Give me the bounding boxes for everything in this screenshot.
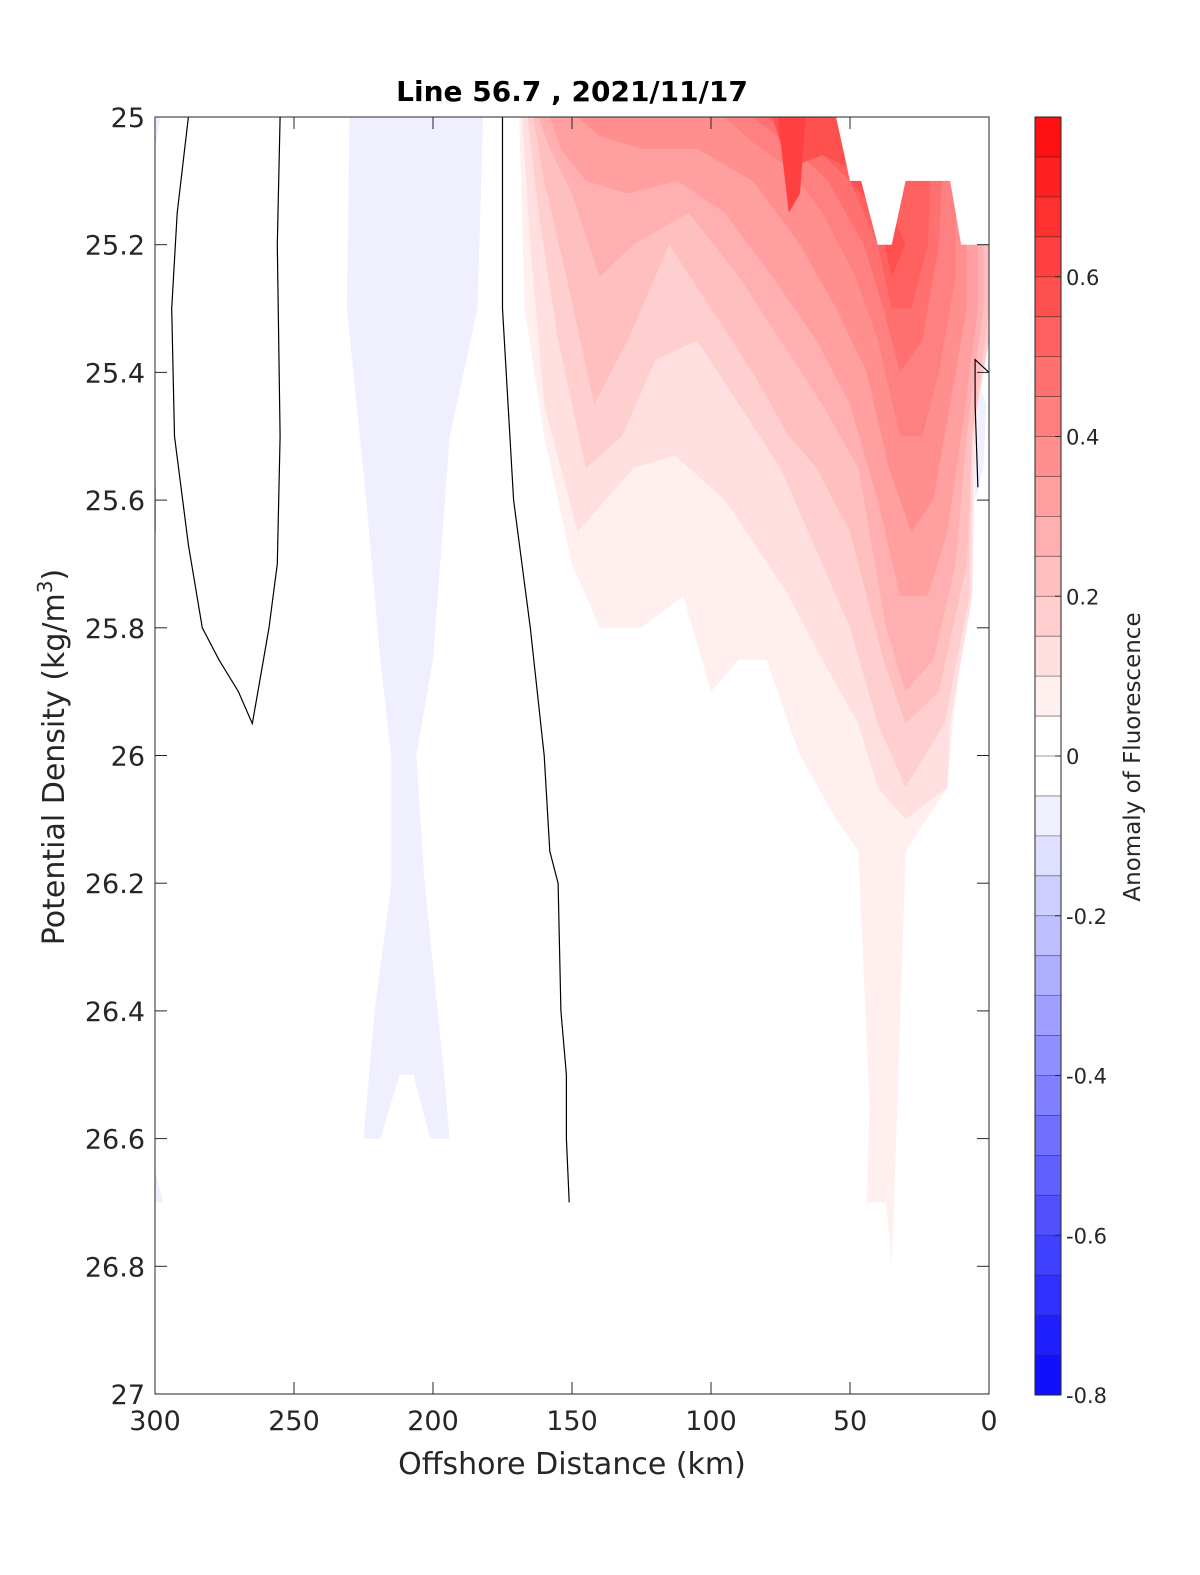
colorbar-cell [1035, 1195, 1061, 1236]
colorbar-cell [1035, 1155, 1061, 1196]
colorbar-cell [1035, 156, 1061, 198]
colorbar-cell [1035, 1115, 1061, 1156]
y-axis-label-superscript: 3 [33, 580, 57, 593]
colorbar-tick-label: 0.4 [1066, 426, 1099, 450]
x-tick-label: 250 [268, 1406, 320, 1437]
colorbar-cell [1035, 356, 1061, 398]
x-tick-label: 300 [129, 1406, 181, 1437]
colorbar-cell [1035, 915, 1061, 957]
colorbar-cell [1035, 676, 1061, 717]
colorbar-cell [1035, 636, 1061, 677]
zero-contour-line-1 [501, 117, 570, 1203]
colorbar-cell [1035, 196, 1061, 238]
x-tick-label: 200 [407, 1406, 459, 1437]
colorbar-cell [1035, 596, 1061, 637]
y-tick-label: 26.2 [85, 869, 145, 900]
zero-contour-lines [155, 117, 989, 1203]
colorbar: 0.6 0.4 0.2 0 -0.2 -0.4 -0.6 -0.8 [1034, 116, 1107, 1408]
colorbar-cell [1035, 756, 1061, 797]
colorbar-tick-label: -0.2 [1066, 905, 1107, 929]
y-axis-label-close: ) [37, 569, 72, 581]
colorbar-label: Anomaly of Fluorescence [1120, 612, 1146, 901]
y-tick-label: 26.4 [85, 997, 145, 1028]
y-axis-label: Potential Density (kg/m3) [33, 569, 72, 945]
contour-fill-1 [155, 1170, 164, 1203]
plot-area [155, 117, 989, 1394]
colorbar-cell [1035, 1315, 1061, 1356]
colorbar-cell [1035, 316, 1061, 358]
x-tick-label: 50 [833, 1406, 867, 1437]
y-tick-label: 25.8 [85, 614, 145, 645]
colorbar-tick-label: 0 [1066, 745, 1079, 769]
colorbar-tick-label: 0.2 [1066, 585, 1099, 609]
y-tick-label: 26.8 [85, 1252, 145, 1283]
colorbar-cell [1035, 396, 1061, 437]
y-axis-ticks: 25 25.2 25.4 25.6 25.8 26 26.2 26.4 26.6 26.8 27 [85, 103, 989, 1411]
zero-contour-line-3 [974, 358, 989, 488]
y-tick-label: 25.6 [85, 486, 145, 517]
colorbar-cell [1035, 1075, 1061, 1116]
colorbar-cell [1035, 236, 1061, 278]
colorbar-cell [1035, 795, 1061, 837]
y-tick-label: 25.2 [85, 231, 145, 262]
x-tick-label: 150 [546, 1406, 598, 1437]
colorbar-ticks: 0.6 0.4 0.2 0 -0.2 -0.4 -0.6 -0.8 [1055, 266, 1107, 1408]
y-tick-label: 26.6 [85, 1125, 145, 1156]
y-tick-label: 27 [111, 1380, 145, 1411]
colorbar-cell [1035, 276, 1061, 318]
colorbar-cell [1035, 995, 1061, 1037]
colorbar-cell [1035, 1235, 1061, 1276]
masked-region [836, 117, 989, 245]
x-tick-label: 100 [685, 1406, 737, 1437]
y-tick-label: 25 [111, 103, 145, 134]
colorbar-cell [1035, 716, 1061, 757]
colorbar-cell [1035, 556, 1061, 597]
contour-fill-0 [346, 117, 483, 1139]
chart-title: Line 56.7 , 2021/11/17 [396, 75, 748, 108]
masked-region-shape [836, 117, 989, 245]
y-tick-label: 25.4 [85, 358, 145, 389]
colorbar-cell [1035, 955, 1061, 997]
colorbar-cell [1035, 835, 1061, 877]
colorbar-tick-label: -0.6 [1066, 1224, 1107, 1248]
colorbar-cell [1035, 1355, 1061, 1396]
contour-fill-14 [772, 117, 906, 277]
colorbar-tick-label: -0.8 [1066, 1384, 1107, 1408]
y-tick-label: 26 [111, 742, 145, 773]
x-axis-label: Offshore Distance (km) [398, 1447, 746, 1482]
colorbar-tick-label: 0.6 [1066, 266, 1099, 290]
y-axis-label-main: Potential Density (kg/m [37, 593, 72, 945]
colorbar-cell [1035, 476, 1061, 517]
colorbar-tick-label: -0.4 [1066, 1065, 1107, 1089]
x-tick-label: 0 [980, 1406, 997, 1437]
contour-fill-15 [777, 117, 806, 213]
contour-fill-2 [155, 117, 161, 149]
colorbar-cell [1035, 117, 1061, 158]
x-axis-ticks: 300 250 200 150 100 50 0 [129, 117, 998, 1437]
colorbar-cell [1035, 875, 1061, 917]
contour-fill-3 [975, 372, 987, 501]
zero-contour-line-0 [171, 117, 281, 726]
colorbar-cell [1035, 1035, 1061, 1076]
colorbar-cell [1035, 1275, 1061, 1316]
colorbar-cell [1035, 436, 1061, 477]
colorbar-cell [1035, 516, 1061, 557]
